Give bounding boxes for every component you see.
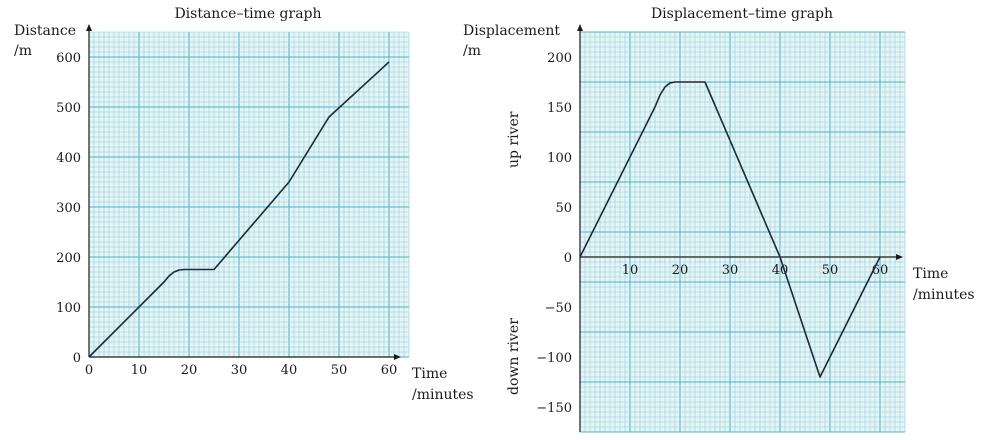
y-tick-label: 400 — [56, 151, 81, 166]
y-axis-label-line2: /m — [14, 43, 32, 59]
up-river-label: up river — [506, 111, 522, 168]
displacement-time-chart: Displacement–time graph −150−100−5005010… — [463, 6, 975, 433]
x-tick-label: 40 — [281, 363, 298, 378]
x-tick-label: 10 — [131, 363, 148, 378]
plot-grid — [579, 31, 906, 433]
x-tick-label: 40 — [772, 263, 789, 278]
distance-series-line — [88, 61, 390, 358]
x-tick-label: 50 — [822, 263, 839, 278]
y-tick-label: −50 — [545, 301, 572, 316]
y-tick-label: 50 — [555, 201, 572, 216]
x-axis-arrow — [896, 254, 903, 260]
y-tick-label: −150 — [536, 401, 572, 416]
displacement-series-line — [579, 81, 881, 378]
x-tick-label: 60 — [381, 363, 398, 378]
y-tick-label: 300 — [56, 201, 81, 216]
y-tick-labels: 0 100 200 300 400 500 600 — [56, 51, 81, 366]
y-tick-label: 0 — [564, 251, 572, 266]
x-tick-label: 0 — [85, 363, 93, 378]
y-tick-label: 200 — [56, 251, 81, 266]
y-tick-label: 100 — [56, 301, 81, 316]
y-tick-label: 0 — [73, 351, 81, 366]
x-axis-label-line1: Time — [913, 266, 948, 282]
y-axis-arrow — [86, 24, 92, 31]
y-axis-label-line2: /m — [463, 43, 481, 59]
y-axis-label-line1: Displacement — [463, 23, 560, 39]
down-river-label: down river — [506, 318, 522, 395]
y-axis-label-line1: Distance — [14, 23, 76, 39]
y-tick-label: −100 — [536, 351, 572, 366]
x-tick-label: 20 — [181, 363, 198, 378]
y-tick-label: 200 — [547, 51, 572, 66]
y-tick-label: 600 — [56, 51, 81, 66]
chart-title: Distance–time graph — [174, 6, 321, 22]
x-tick-label: 10 — [622, 263, 639, 278]
x-axis-label-line2: /minutes — [913, 287, 975, 303]
x-axis-label-line1: Time — [412, 366, 447, 382]
y-tick-labels: −150 −100 −50 0 50 100 150 200 — [536, 51, 572, 416]
y-tick-label: 100 — [547, 151, 572, 166]
y-tick-label: 150 — [547, 101, 572, 116]
x-axis-label-line2: /minutes — [412, 387, 474, 403]
x-tick-labels: 0 10 20 30 40 50 60 — [85, 363, 397, 378]
x-tick-labels: 10 20 30 40 50 60 — [622, 263, 889, 278]
distance-time-chart: Distance–time graph 0100200300400500600 … — [14, 6, 474, 403]
x-axis-arrow — [394, 354, 401, 360]
y-tick-label: 500 — [56, 101, 81, 116]
x-tick-label: 30 — [722, 263, 739, 278]
x-tick-label: 60 — [872, 263, 889, 278]
x-tick-label: 30 — [231, 363, 248, 378]
x-tick-label: 20 — [672, 263, 689, 278]
y-axis-arrow — [577, 24, 583, 31]
x-tick-label: 50 — [331, 363, 348, 378]
chart-title: Displacement–time graph — [651, 6, 833, 22]
